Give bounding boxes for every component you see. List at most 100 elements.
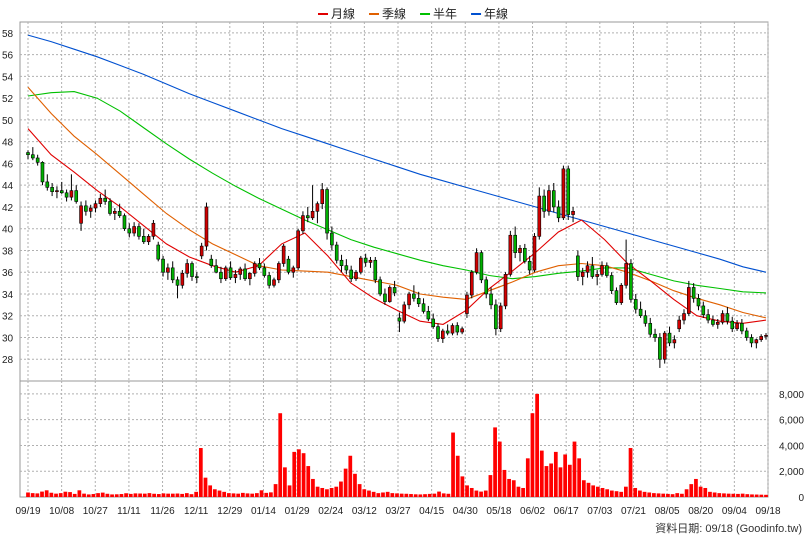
candle-body-down bbox=[214, 265, 218, 273]
candle-body-up bbox=[233, 274, 238, 278]
volume-bar bbox=[390, 493, 395, 497]
candle-body-up bbox=[368, 259, 373, 263]
candle-body-up bbox=[93, 203, 98, 209]
candle-body-up bbox=[735, 323, 739, 330]
candle-body-down bbox=[141, 236, 146, 243]
volume-bar bbox=[675, 493, 680, 497]
candle bbox=[431, 313, 435, 329]
candle-body-up bbox=[580, 271, 585, 277]
candle bbox=[132, 222, 136, 237]
candle-body-up bbox=[474, 252, 479, 273]
candle bbox=[402, 301, 407, 324]
volume-frame bbox=[19, 380, 769, 498]
candle bbox=[498, 302, 503, 333]
volume-bar bbox=[726, 493, 731, 497]
x-tick-label: 09/18 bbox=[755, 506, 780, 517]
volume-bar bbox=[40, 491, 44, 497]
candle-body-up bbox=[595, 274, 599, 277]
volume-bar bbox=[170, 493, 175, 497]
candle-body-down bbox=[378, 279, 382, 295]
candle bbox=[537, 187, 542, 240]
volume-bar bbox=[110, 494, 114, 497]
volume-bar bbox=[152, 493, 156, 497]
candle-body-down bbox=[170, 267, 175, 281]
candle bbox=[209, 254, 214, 268]
volume-bar bbox=[511, 480, 516, 497]
candle-body-up bbox=[166, 267, 170, 273]
volume-bar bbox=[395, 493, 399, 497]
volume-bar bbox=[320, 487, 325, 497]
candle-body-up bbox=[503, 274, 508, 307]
candle bbox=[113, 208, 117, 220]
candle-body-up bbox=[185, 263, 189, 274]
volume-bar bbox=[240, 492, 245, 497]
candle bbox=[508, 230, 513, 277]
candle-body-up bbox=[469, 271, 474, 296]
volume-bar bbox=[86, 494, 91, 497]
volume-bar bbox=[708, 491, 712, 497]
ma-line-季線 bbox=[27, 86, 767, 319]
volume-bar bbox=[236, 493, 241, 497]
candle-body-down bbox=[421, 303, 426, 312]
volume-bar bbox=[138, 493, 142, 497]
volume-bar bbox=[441, 493, 446, 497]
candle bbox=[310, 185, 315, 220]
candle bbox=[682, 309, 686, 325]
candle bbox=[576, 250, 580, 281]
volume-bar bbox=[722, 493, 726, 497]
candle bbox=[638, 301, 643, 318]
volume-bar bbox=[329, 487, 334, 497]
candle bbox=[243, 263, 247, 281]
candle bbox=[161, 255, 165, 277]
candle-body-down bbox=[609, 275, 614, 292]
candle-body-down bbox=[436, 326, 440, 339]
price-grid bbox=[19, 21, 769, 382]
volume-bar bbox=[72, 493, 77, 497]
candle bbox=[614, 287, 619, 305]
candle-body-up bbox=[677, 319, 681, 330]
candle bbox=[50, 183, 54, 197]
candle bbox=[248, 272, 252, 286]
candle-body-down bbox=[137, 226, 141, 237]
candle-body-up bbox=[715, 321, 720, 325]
volume-bar bbox=[161, 493, 166, 497]
candle-body-down bbox=[614, 290, 619, 303]
candle-body-down bbox=[527, 261, 532, 271]
candle bbox=[479, 250, 484, 284]
candle bbox=[720, 310, 725, 325]
x-tick-label: 07/03 bbox=[587, 506, 612, 517]
volume-bar bbox=[539, 450, 544, 497]
candle-body-down bbox=[243, 268, 247, 280]
candle bbox=[349, 265, 353, 283]
candle-body-up bbox=[272, 279, 276, 286]
volume-bar bbox=[399, 493, 404, 497]
candle bbox=[354, 270, 358, 281]
candle-body-down bbox=[339, 259, 344, 266]
volume-bar bbox=[488, 475, 493, 497]
candle bbox=[45, 174, 50, 191]
candle-body-up bbox=[619, 284, 624, 303]
volume-bar bbox=[142, 493, 147, 497]
volume-bar bbox=[306, 466, 311, 497]
volume-bar bbox=[497, 441, 502, 497]
candle bbox=[383, 288, 387, 305]
candle bbox=[730, 316, 735, 333]
candle-body-up bbox=[55, 190, 59, 193]
candle-body-down bbox=[286, 258, 291, 273]
candle-body-up bbox=[624, 263, 628, 286]
volume-bar bbox=[325, 489, 329, 497]
volume-bar bbox=[203, 477, 208, 497]
candle bbox=[122, 213, 127, 231]
candle bbox=[653, 328, 657, 342]
candle bbox=[633, 293, 638, 314]
volume-tick-label: 4,000 bbox=[779, 441, 804, 452]
candle bbox=[571, 206, 575, 223]
ma-line-半年 bbox=[27, 91, 767, 294]
candle bbox=[648, 317, 653, 338]
candle-body-down bbox=[489, 293, 493, 306]
volume-bar bbox=[666, 493, 670, 497]
legend-label-2: 半年 bbox=[433, 7, 457, 21]
candle bbox=[93, 200, 98, 213]
volume-bar bbox=[147, 493, 152, 497]
candle-body-up bbox=[281, 245, 286, 264]
